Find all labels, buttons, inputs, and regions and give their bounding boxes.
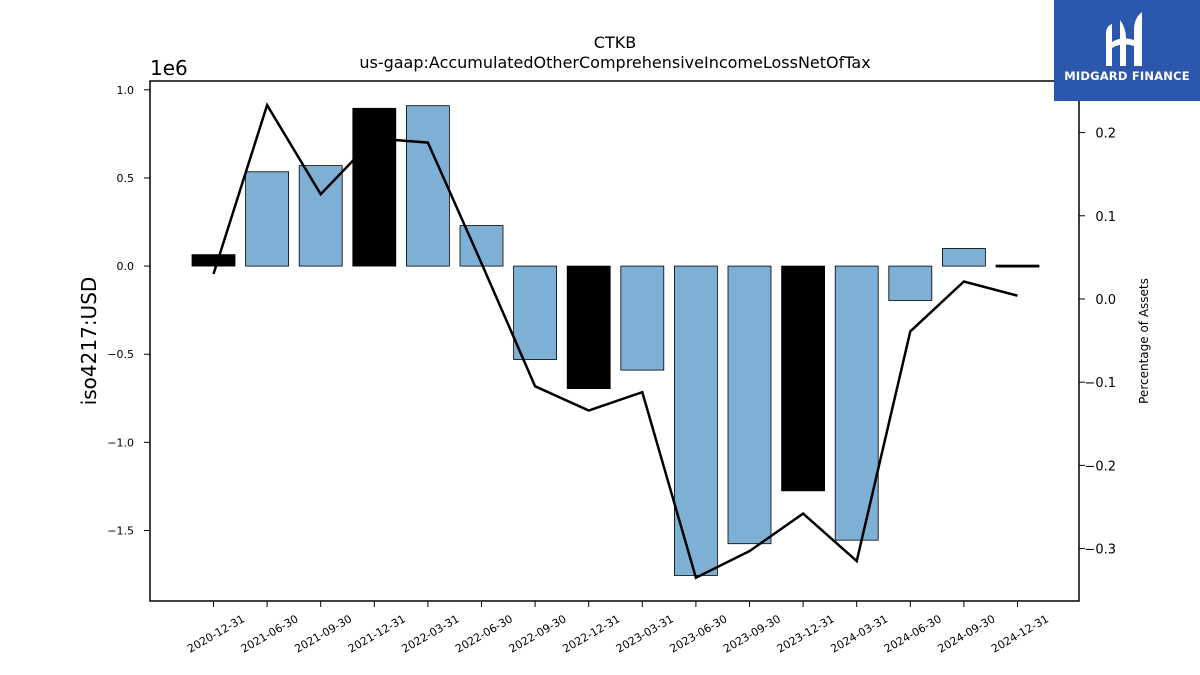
- y2-tick-label: −0.1: [1084, 376, 1116, 391]
- bar-2022-09-30: [513, 265, 557, 360]
- bar-2024-06-30: [888, 265, 933, 301]
- y-tick-label: −0.5: [107, 348, 134, 361]
- bar-2021-06-30: [245, 171, 290, 267]
- bar-2024-09-30: [942, 248, 986, 267]
- x-tick-label: 2021-09-30: [292, 612, 354, 655]
- bar-2021-09-30: [298, 165, 343, 267]
- y-axis: 1.0 0.5 0.0 −0.5 −1.0 −1.5: [107, 84, 150, 537]
- x-tick-label: 2023-12-31: [775, 612, 837, 655]
- y-tick-label: −1.0: [107, 436, 134, 449]
- y2-axis-label: Percentage of Assets: [1137, 278, 1151, 404]
- chart-title: CTKB: [594, 33, 636, 52]
- midgard-logo-icon: [1106, 12, 1142, 66]
- bar-series: [191, 105, 1040, 576]
- y-tick-label: 1.0: [117, 84, 135, 97]
- x-tick-label: 2023-03-31: [614, 612, 676, 655]
- x-tick-label: 2023-06-30: [668, 612, 730, 655]
- x-tick-label: 2024-03-31: [828, 612, 890, 655]
- bar-2022-12-31: [566, 265, 611, 389]
- y-offset-label: 1e6: [150, 56, 188, 80]
- x-tick-label: 2022-09-30: [507, 612, 569, 655]
- x-tick-label: 2024-06-30: [882, 612, 944, 655]
- y2-axis: 0.2 0.1 0.0 −0.1 −0.2 −0.3: [1079, 127, 1116, 558]
- y-tick-label: −1.5: [107, 524, 134, 537]
- x-tick-label: 2021-06-30: [239, 612, 301, 655]
- brand-name: MIDGARD FINANCE: [1064, 69, 1190, 83]
- bar-2024-12-31: [995, 264, 1040, 268]
- line-series: [212, 102, 1018, 580]
- x-tick-label: 2022-06-30: [453, 612, 515, 655]
- y-tick-label: 0.0: [117, 260, 135, 273]
- y2-tick-label: 0.2: [1095, 127, 1116, 142]
- y-axis-label: iso4217:USD: [77, 277, 101, 406]
- percentage-of-assets-line: [212, 102, 1018, 580]
- x-tick-label: 2021-12-31: [346, 612, 408, 655]
- bar-2023-12-31: [781, 265, 825, 492]
- x-axis: 2020-12-312021-06-302021-09-302021-12-31…: [185, 601, 1051, 656]
- bar-2021-12-31: [352, 107, 397, 267]
- x-tick-label: 2022-12-31: [560, 612, 622, 655]
- x-tick-label: 2023-09-30: [721, 612, 783, 655]
- y2-tick-label: −0.2: [1084, 459, 1116, 474]
- x-tick-label: 2024-12-31: [989, 612, 1051, 655]
- bar-2022-03-31: [405, 105, 450, 267]
- y-tick-label: 0.5: [117, 172, 135, 185]
- bar-2023-09-30: [727, 265, 772, 545]
- y2-tick-label: 0.1: [1095, 210, 1116, 225]
- bar-2023-03-31: [620, 265, 665, 371]
- x-tick-label: 2020-12-31: [185, 612, 247, 655]
- brand-logo: MIDGARD FINANCE: [1054, 0, 1200, 101]
- chart-subtitle: us-gaap:AccumulatedOtherComprehensiveInc…: [359, 53, 870, 72]
- plot-frame: [149, 80, 1080, 602]
- y2-tick-label: 0.0: [1095, 293, 1116, 308]
- x-tick-label: 2022-03-31: [400, 612, 462, 655]
- y2-tick-label: −0.3: [1084, 543, 1116, 558]
- x-tick-label: 2024-09-30: [936, 612, 998, 655]
- bar-2020-12-31: [191, 254, 236, 267]
